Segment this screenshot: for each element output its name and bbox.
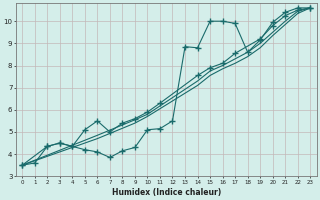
X-axis label: Humidex (Indice chaleur): Humidex (Indice chaleur) — [112, 188, 221, 197]
